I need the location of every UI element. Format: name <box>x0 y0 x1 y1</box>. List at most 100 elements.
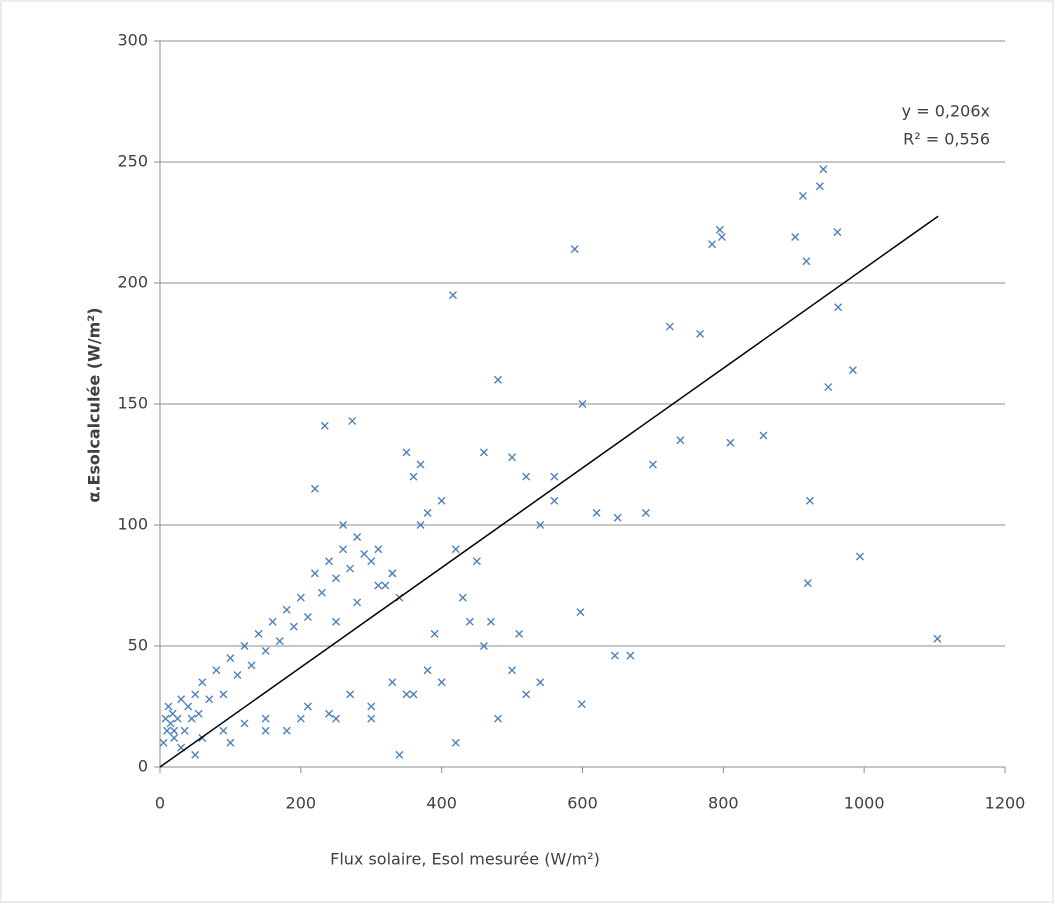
x-tick-label: 800 <box>708 794 739 813</box>
point <box>195 710 202 717</box>
point <box>452 546 459 553</box>
point <box>487 618 494 625</box>
point <box>551 497 558 504</box>
point <box>160 739 167 746</box>
point <box>480 449 487 456</box>
y-tick-label: 0 <box>138 757 148 776</box>
trend-r2: R² = 0,556 <box>903 130 990 149</box>
point <box>361 551 368 558</box>
point <box>834 229 841 236</box>
point <box>452 739 459 746</box>
point <box>799 192 806 199</box>
point <box>820 166 827 173</box>
x-tick-label: 400 <box>426 794 457 813</box>
point <box>375 582 382 589</box>
point <box>199 679 206 686</box>
point <box>283 727 290 734</box>
point <box>495 376 502 383</box>
point <box>269 618 276 625</box>
point <box>349 417 356 424</box>
y-tick-label: 50 <box>128 636 148 655</box>
point <box>473 558 480 565</box>
point <box>835 304 842 311</box>
point <box>333 715 340 722</box>
point <box>523 473 530 480</box>
point <box>825 384 832 391</box>
point <box>171 734 178 741</box>
point <box>262 727 269 734</box>
point <box>354 534 361 541</box>
point <box>333 575 340 582</box>
point <box>185 703 192 710</box>
point <box>509 454 516 461</box>
point <box>593 509 600 516</box>
point <box>167 720 174 727</box>
point <box>551 473 558 480</box>
point <box>311 570 318 577</box>
point <box>716 226 723 233</box>
point <box>410 691 417 698</box>
point <box>368 715 375 722</box>
point <box>396 751 403 758</box>
y-tick-label: 150 <box>117 394 148 413</box>
point <box>311 485 318 492</box>
point <box>516 630 523 637</box>
point <box>276 638 283 645</box>
point <box>537 679 544 686</box>
point <box>171 727 178 734</box>
point <box>262 715 269 722</box>
point <box>466 618 473 625</box>
point <box>227 655 234 662</box>
point <box>577 609 584 616</box>
point <box>804 580 811 587</box>
point <box>248 662 255 669</box>
point <box>304 613 311 620</box>
point <box>326 558 333 565</box>
point <box>297 594 304 601</box>
point <box>164 727 171 734</box>
point <box>509 667 516 674</box>
point <box>718 234 725 241</box>
y-tick-label: 200 <box>117 273 148 292</box>
x-tick-label: 1000 <box>844 794 885 813</box>
trend-equation: y = 0,206x <box>902 102 990 121</box>
point <box>321 422 328 429</box>
point <box>666 323 673 330</box>
point <box>178 696 185 703</box>
point <box>410 473 417 480</box>
point <box>495 715 502 722</box>
point <box>649 461 656 468</box>
point <box>192 751 199 758</box>
point <box>290 623 297 630</box>
point <box>283 606 290 613</box>
point <box>347 565 354 572</box>
point <box>181 727 188 734</box>
point <box>806 497 813 504</box>
point <box>368 558 375 565</box>
chart: Flux solaire, Esol mesurée (W/m²) α.Esol… <box>0 0 1055 904</box>
point <box>760 432 767 439</box>
point <box>206 696 213 703</box>
point <box>727 439 734 446</box>
point <box>792 234 799 241</box>
point <box>403 449 410 456</box>
trendline <box>160 216 938 767</box>
point <box>368 703 375 710</box>
point <box>297 715 304 722</box>
point <box>438 679 445 686</box>
point <box>340 546 347 553</box>
y-axis-title: α.Esolcalculée (W/m²) <box>85 307 104 502</box>
point <box>571 246 578 253</box>
point <box>241 720 248 727</box>
x-tick-label: 600 <box>567 794 598 813</box>
point <box>234 672 241 679</box>
point <box>614 514 621 521</box>
point <box>934 635 941 642</box>
point <box>611 652 618 659</box>
y-tick-label: 250 <box>117 152 148 171</box>
point <box>220 691 227 698</box>
point <box>849 367 856 374</box>
point <box>459 594 466 601</box>
point <box>438 497 445 504</box>
point <box>354 599 361 606</box>
